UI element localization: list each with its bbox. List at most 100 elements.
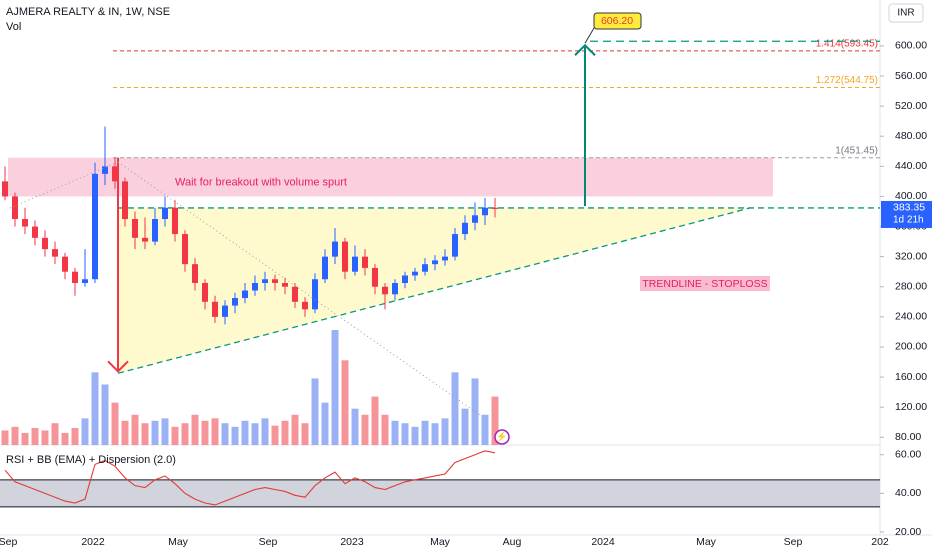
breakout-zone [8,157,773,197]
drop-arrow-head [107,360,129,373]
y-tick-label: 440.00 [895,160,927,172]
volume-bar [231,426,239,445]
alert-icon-glyph[interactable]: ⚡ [496,430,507,442]
candle-body [132,219,138,238]
candle-body [462,222,468,235]
candle-body [52,249,58,257]
candle-body [242,290,248,299]
candle-body [62,256,68,272]
x-tick-label: 2024 [591,536,615,548]
volume-bar [191,414,199,445]
target-box [593,12,642,30]
y-tick-label: 480.00 [895,130,927,142]
volume-bar [21,432,29,445]
countdown-label: 1d 21h [893,215,924,226]
candle-body [202,282,208,302]
volume-bar [81,418,89,445]
candle-body [12,196,18,220]
volume-bar [211,418,219,445]
trendline-text-box [640,276,770,291]
fib-label: 1(451.45) [835,145,878,156]
volume-bar [111,402,119,445]
candle-body [42,237,48,250]
candle-body [322,256,328,280]
trendline-text: TRENDLINE - STOPLOSS [642,278,767,290]
x-tick-label: Sep [784,536,803,548]
volume-bar [321,402,329,445]
volume-bar [41,430,49,445]
y-tick-label: 600.00 [895,40,927,52]
volume-bar [131,414,139,445]
candle-body [252,282,258,291]
triangle-fill [118,207,750,374]
volume-bar [251,423,259,445]
volume-bar [401,423,409,445]
candle-body [402,275,408,283]
x-tick-label: 202 [871,536,889,548]
candle-body [372,267,378,287]
volume-bar [331,330,339,445]
volume-bar [311,378,319,445]
dotted-guide [117,161,481,416]
volume-bar [221,423,229,445]
candle-body [32,226,38,238]
x-tick-label: 2023 [340,536,364,548]
volume-bar [151,420,159,445]
candle-body [392,282,398,295]
candle-body [2,181,8,197]
volume-bar [451,372,459,445]
currency-button[interactable] [888,3,924,23]
candle-body [412,271,418,276]
candle-body [182,234,188,265]
candle-body [262,279,268,283]
alert-icon[interactable] [494,429,510,445]
candle-body [312,279,318,310]
volume-bar [1,430,9,445]
candle-body [272,279,278,283]
candle-body [432,260,438,265]
volume-bar [371,396,379,445]
rsi-tick-label: 60.00 [895,449,921,461]
volume-bar [31,428,39,445]
volume-bar [281,420,289,445]
y-tick-label: 320.00 [895,250,927,262]
candle-body [442,256,448,261]
volume-bar [341,360,349,445]
x-tick-label: May [430,536,451,548]
main-pane: Wait for breakout with volume spurt TREND… [0,12,932,548]
rsi-band [0,479,880,507]
candle-body [222,305,228,317]
fib-label: 1.414(593.45) [816,38,878,49]
candle-body [302,301,308,310]
y-tick-label: 280.00 [895,281,927,293]
x-tick-label: Sep [0,536,17,548]
volume-bar [201,420,209,445]
x-tick-label: May [696,536,717,548]
y-tick-label: 240.00 [895,311,927,323]
candle-body [342,241,348,272]
volume-bar [121,420,129,445]
candle-body [102,166,108,174]
volume-bar [101,384,109,445]
candle-body [142,237,148,242]
candle-body [72,271,78,283]
candle-body [382,286,388,295]
target-arrow-head [574,43,596,56]
volume-bar [11,426,19,445]
x-tick-label: 2022 [81,536,105,548]
volume-bar [361,414,369,445]
currency-label[interactable]: INR [897,8,914,19]
volume-bar [141,423,149,445]
zone-text: Wait for breakout with volume spurt [175,177,347,189]
volume-bar [71,428,79,445]
volume-bar [411,426,419,445]
candle-body [422,264,428,272]
last-price-label: 383.35 [893,202,925,214]
volume-bar [91,372,99,445]
candle-body [472,215,478,223]
y-tick-label: 520.00 [895,100,927,112]
volume-bar [291,414,299,445]
volume-label: Vol [6,21,21,33]
rsi-tick-label: 40.00 [895,487,921,499]
